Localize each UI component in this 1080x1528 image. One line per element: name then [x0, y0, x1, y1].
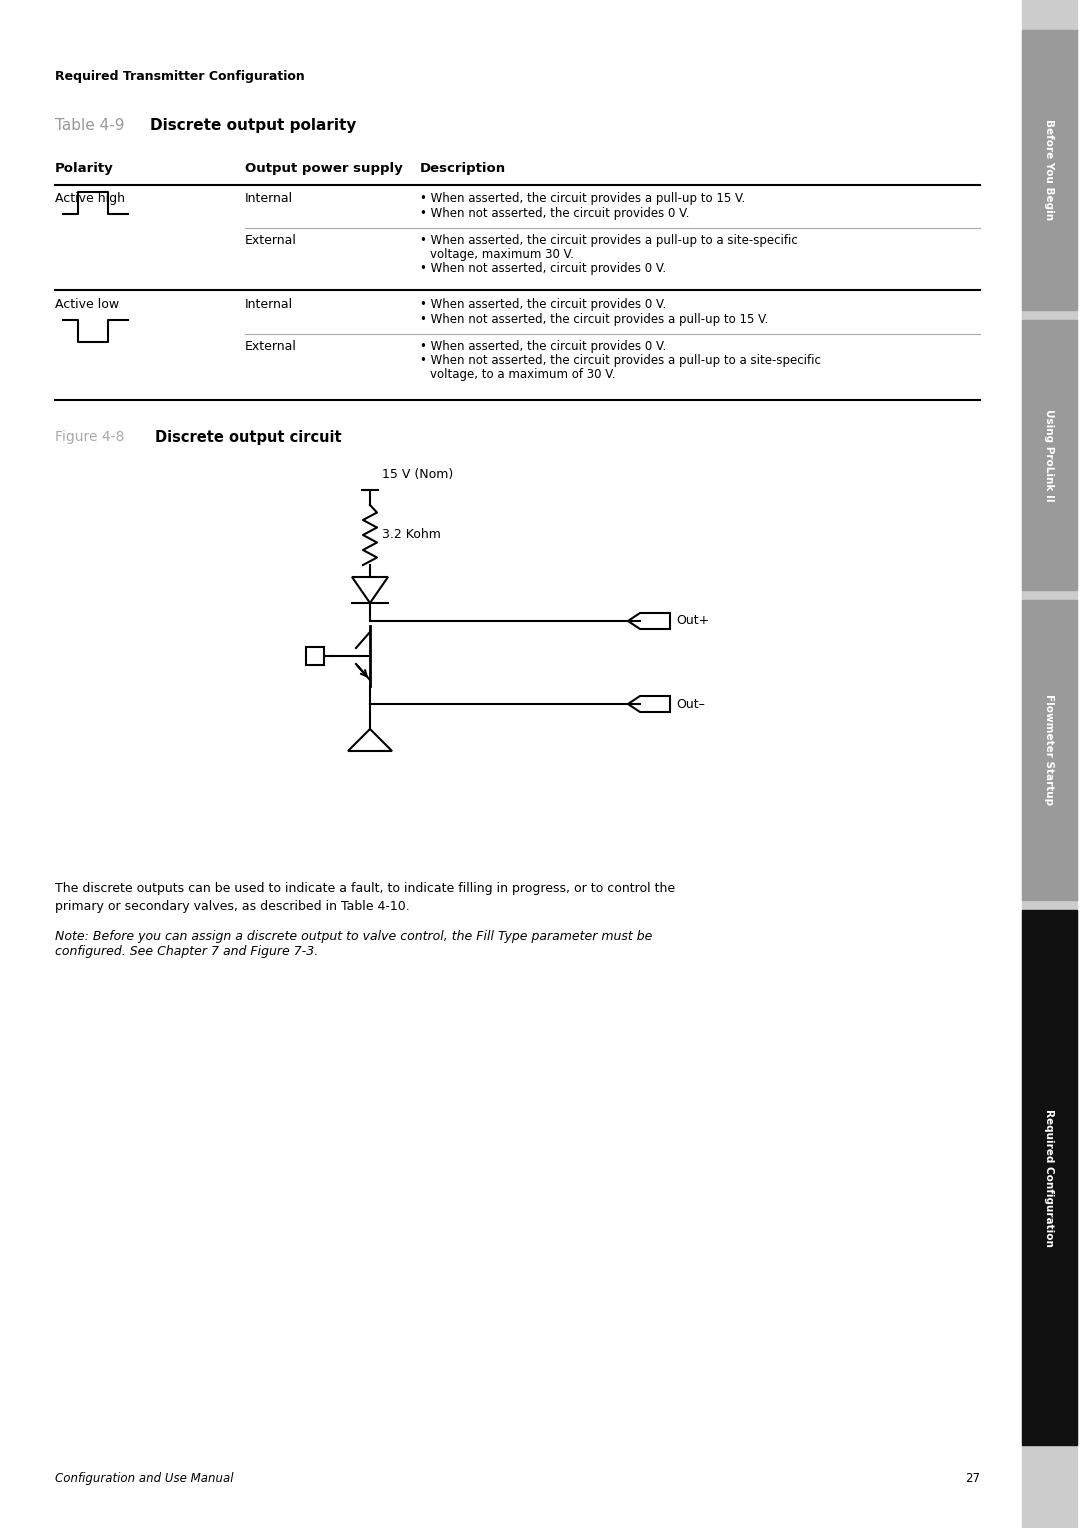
Text: voltage, maximum 30 V.: voltage, maximum 30 V. [430, 248, 573, 261]
Text: • When not asserted, the circuit provides a pull-up to 15 V.: • When not asserted, the circuit provide… [420, 313, 768, 325]
Text: • When not asserted, the circuit provides 0 V.: • When not asserted, the circuit provide… [420, 206, 689, 220]
Bar [1022, 0, 1077, 1528]
Text: Figure 4-8: Figure 4-8 [55, 429, 124, 445]
Text: • When not asserted, the circuit provides a pull-up to a site-specific: • When not asserted, the circuit provide… [420, 354, 821, 367]
Text: External: External [245, 341, 297, 353]
Text: Description: Description [420, 162, 507, 176]
Bar [1022, 319, 1077, 590]
Text: Discrete output circuit: Discrete output circuit [156, 429, 341, 445]
Text: Discrete output polarity: Discrete output polarity [150, 118, 356, 133]
Text: Before You Begin: Before You Begin [1044, 119, 1054, 220]
Text: 15 V (Nom): 15 V (Nom) [382, 468, 454, 481]
Text: 27: 27 [966, 1471, 980, 1485]
Text: Configuration and Use Manual: Configuration and Use Manual [55, 1471, 233, 1485]
Text: • When not asserted, circuit provides 0 V.: • When not asserted, circuit provides 0 … [420, 261, 666, 275]
Text: Required Configuration: Required Configuration [1044, 1108, 1054, 1247]
Text: Flowmeter Startup: Flowmeter Startup [1044, 694, 1054, 805]
Text: The discrete outputs can be used to indicate a fault, to indicate filling in pro: The discrete outputs can be used to indi… [55, 882, 675, 895]
Text: • When asserted, the circuit provides 0 V.: • When asserted, the circuit provides 0 … [420, 298, 666, 312]
Text: • When asserted, the circuit provides 0 V.: • When asserted, the circuit provides 0 … [420, 341, 666, 353]
Text: voltage, to a maximum of 30 V.: voltage, to a maximum of 30 V. [430, 368, 616, 380]
Text: Output power supply: Output power supply [245, 162, 403, 176]
Text: Internal: Internal [245, 193, 293, 205]
Text: • When asserted, the circuit provides a pull-up to 15 V.: • When asserted, the circuit provides a … [420, 193, 745, 205]
Text: Out+: Out+ [676, 614, 710, 628]
Text: Out–: Out– [676, 697, 705, 711]
Text: Active high: Active high [55, 193, 125, 205]
Text: Note: Before you can assign a discrete output to valve control, the Fill Type pa: Note: Before you can assign a discrete o… [55, 931, 652, 958]
Text: Polarity: Polarity [55, 162, 113, 176]
Text: Using ProLink II: Using ProLink II [1044, 408, 1054, 501]
Text: Required Transmitter Configuration: Required Transmitter Configuration [55, 70, 305, 83]
Text: External: External [245, 234, 297, 248]
Text: primary or secondary valves, as described in Table 4-10.: primary or secondary valves, as describe… [55, 900, 409, 914]
Text: Table 4-9: Table 4-9 [55, 118, 124, 133]
Text: 3.2 Kohm: 3.2 Kohm [382, 529, 441, 541]
Text: • When asserted, the circuit provides a pull-up to a site-specific: • When asserted, the circuit provides a … [420, 234, 798, 248]
Bar [1022, 911, 1077, 1445]
Text: Internal: Internal [245, 298, 293, 312]
Bar [1022, 31, 1077, 310]
Text: Active low: Active low [55, 298, 119, 312]
Bar [1022, 601, 1077, 900]
Bar [306, 646, 324, 665]
